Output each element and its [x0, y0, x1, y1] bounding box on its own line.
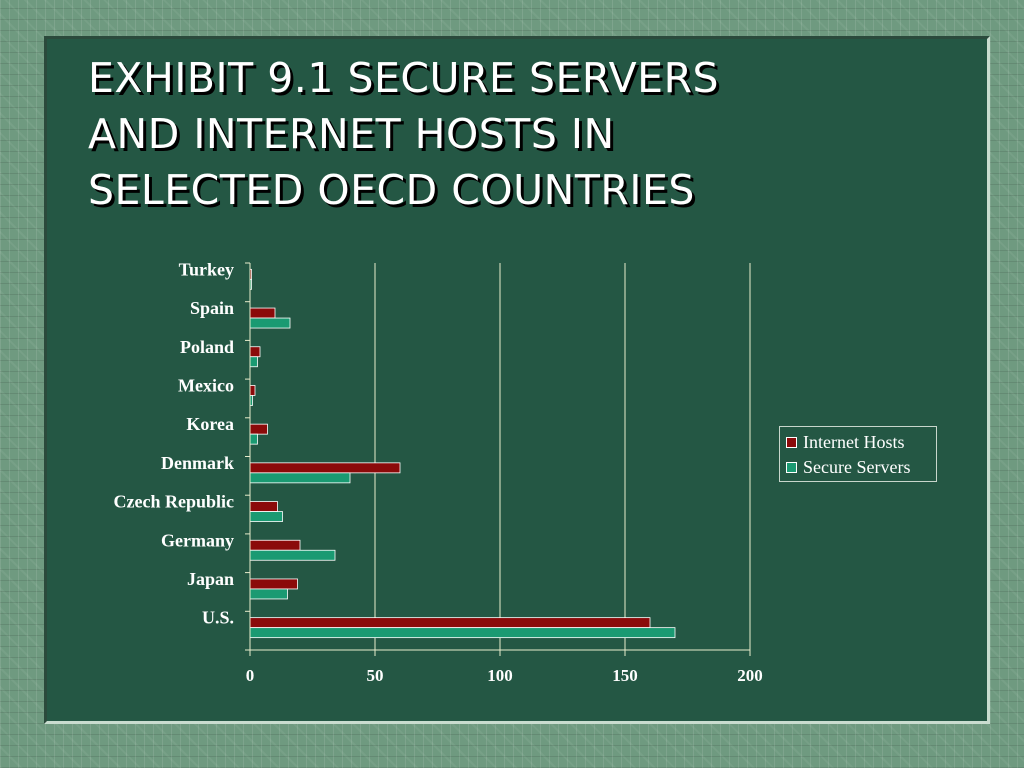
slide-panel: [44, 36, 990, 724]
bar-internet-hosts: [249, 346, 261, 358]
bar-secure-servers: [249, 511, 283, 522]
legend-swatch-internet-hosts: [786, 437, 797, 448]
gridlines: [374, 263, 751, 650]
bar-internet-hosts: [249, 385, 256, 396]
bar-internet-hosts: [249, 307, 276, 319]
y-tick-label: U.S.: [202, 608, 234, 628]
bar-internet-hosts: [249, 617, 651, 629]
y-tick-label: Spain: [190, 298, 234, 318]
legend-swatch-secure-servers: [786, 462, 797, 473]
legend-label: Secure Servers: [803, 457, 911, 477]
bar-secure-servers: [249, 433, 258, 445]
y-tick-label: Germany: [161, 530, 234, 550]
bar-internet-hosts: [249, 539, 301, 551]
x-tick-label: 50: [367, 666, 384, 685]
bar-secure-servers: [249, 588, 288, 600]
legend-label: Internet Hosts: [803, 432, 905, 452]
x-tick-label: 150: [612, 666, 638, 685]
bar-secure-servers: [249, 549, 336, 561]
bars: [249, 268, 676, 639]
axes: [245, 262, 751, 656]
bar-internet-hosts: [249, 578, 298, 590]
bar-internet-hosts: [249, 501, 278, 512]
chart-legend: Internet Hosts Secure Servers: [779, 426, 937, 482]
axis-labels: 0 50 100 150 200 Turkey Spain Poland Mexico Korea…: [114, 259, 763, 685]
y-tick-label: Japan: [187, 569, 234, 589]
y-tick-label: Czech Republic: [114, 492, 235, 512]
bar-internet-hosts: [249, 423, 268, 435]
legend-item-secure-servers: Secure Servers: [786, 455, 936, 480]
x-tick-label: 200: [737, 666, 763, 685]
y-tick-label: Denmark: [161, 453, 234, 473]
x-tick-label: 100: [487, 666, 513, 685]
bar-secure-servers: [249, 627, 676, 639]
bar-secure-servers: [249, 317, 291, 329]
legend-item-internet-hosts: Internet Hosts: [786, 430, 936, 455]
y-tick-label: Mexico: [178, 375, 234, 395]
x-tick-label: 0: [246, 666, 255, 685]
bar-internet-hosts: [249, 462, 401, 474]
slide-title: EXHIBIT 9.1 SECURE SERVERS AND INTERNET …: [88, 54, 720, 214]
bar-secure-servers: [249, 472, 351, 484]
y-tick-label: Korea: [186, 414, 234, 434]
y-tick-label: Turkey: [179, 259, 234, 279]
bar-secure-servers: [249, 356, 258, 368]
y-tick-label: Poland: [180, 337, 234, 357]
